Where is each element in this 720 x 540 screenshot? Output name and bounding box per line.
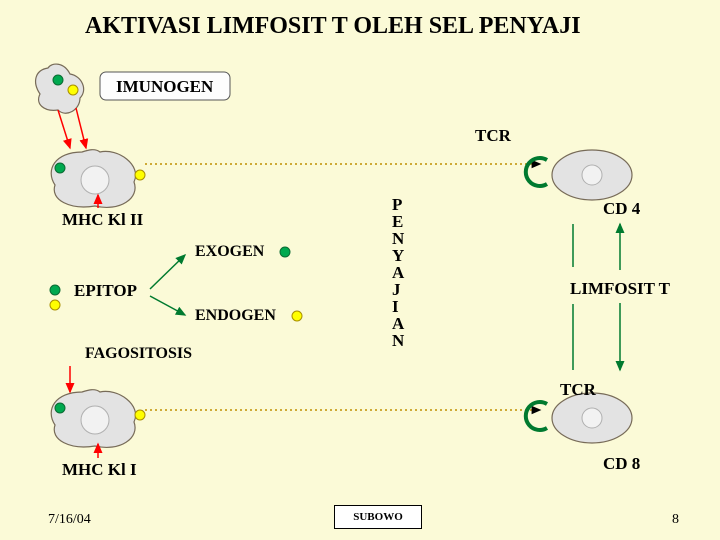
footer-date: 7/16/04 xyxy=(48,512,91,528)
footer-page: 8 xyxy=(672,512,679,528)
label-tcr-top: TCR xyxy=(475,126,511,146)
tcr-receptor-bot xyxy=(526,402,547,430)
label-mhc2: MHC Kl II xyxy=(62,210,143,230)
label-epitop: EPITOP xyxy=(74,281,137,301)
label-penyajian: PENYAJIAN xyxy=(392,196,406,349)
arrow-epitop-endogen xyxy=(150,296,185,315)
label-exogen: EXOGEN xyxy=(195,243,264,261)
footer-author-box: SUBOWO xyxy=(334,505,422,529)
arrow-epitop-exogen xyxy=(150,255,185,289)
label-fagositosis: FAGOSITOSIS xyxy=(85,345,192,363)
cell-tcell-bottom xyxy=(552,393,632,443)
slide-title: AKTIVASI LIMFOSIT T OLEH SEL PENYAJI xyxy=(85,13,581,40)
label-cd4: CD 4 xyxy=(603,199,640,219)
label-endogen: ENDOGEN xyxy=(195,307,276,325)
label-tcr-bot: TCR xyxy=(560,380,596,400)
arrow-imunogen-down1 xyxy=(58,110,70,148)
label-mhc1: MHC Kl I xyxy=(62,460,137,480)
label-cd8: CD 8 xyxy=(603,454,640,474)
cell-tcell-top xyxy=(552,150,632,200)
label-imunogen: IMUNOGEN xyxy=(116,77,213,97)
tcr-receptor-top xyxy=(526,158,547,186)
cell-apc-bottom xyxy=(51,390,135,448)
label-limfosit: LIMFOSIT T xyxy=(570,279,670,299)
cell-apc-top xyxy=(51,150,135,208)
arrow-imunogen-down2 xyxy=(76,108,86,148)
